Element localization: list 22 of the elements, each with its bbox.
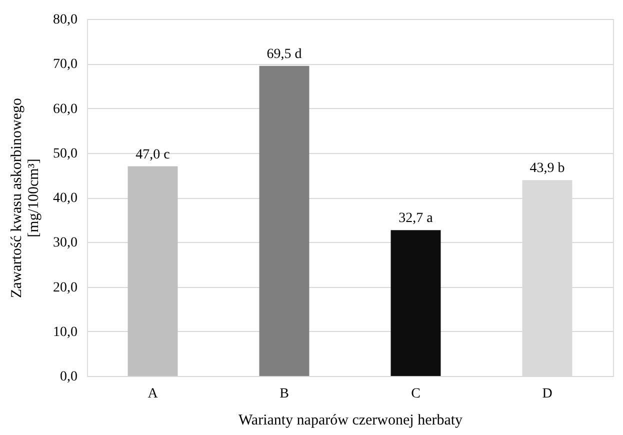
y-tick-label: 60,0 [53,102,78,117]
data-label: 47,0 c [136,147,170,162]
data-label: 32,7 a [398,211,434,226]
x-tick-label: B [280,386,289,402]
data-label: 69,5 d [266,46,302,62]
bar [390,230,441,376]
x-tick-label: D [542,386,552,402]
bar [259,66,310,376]
y-tick-label: 40,0 [53,191,78,206]
y-tick-label: 30,0 [53,236,78,251]
bar [128,166,178,376]
y-tick-label: 80,0 [53,12,78,28]
y-tick-label: 70,0 [53,57,78,72]
y-tick-label: 50,0 [53,146,78,162]
y-tick-label: 20,0 [53,280,78,296]
y-tick-label: 10,0 [53,324,78,340]
x-tick-label: A [148,386,159,402]
y-axis-title: Zawartość kwasu askorbinowego [mg/100cm³] [9,98,42,298]
x-tick-label: C [411,386,420,402]
y-tick-label: 0,0 [60,370,78,384]
x-axis-title: Warianty naparów czerwonej herbaty [238,412,464,428]
data-label: 43,9 b [530,161,565,176]
